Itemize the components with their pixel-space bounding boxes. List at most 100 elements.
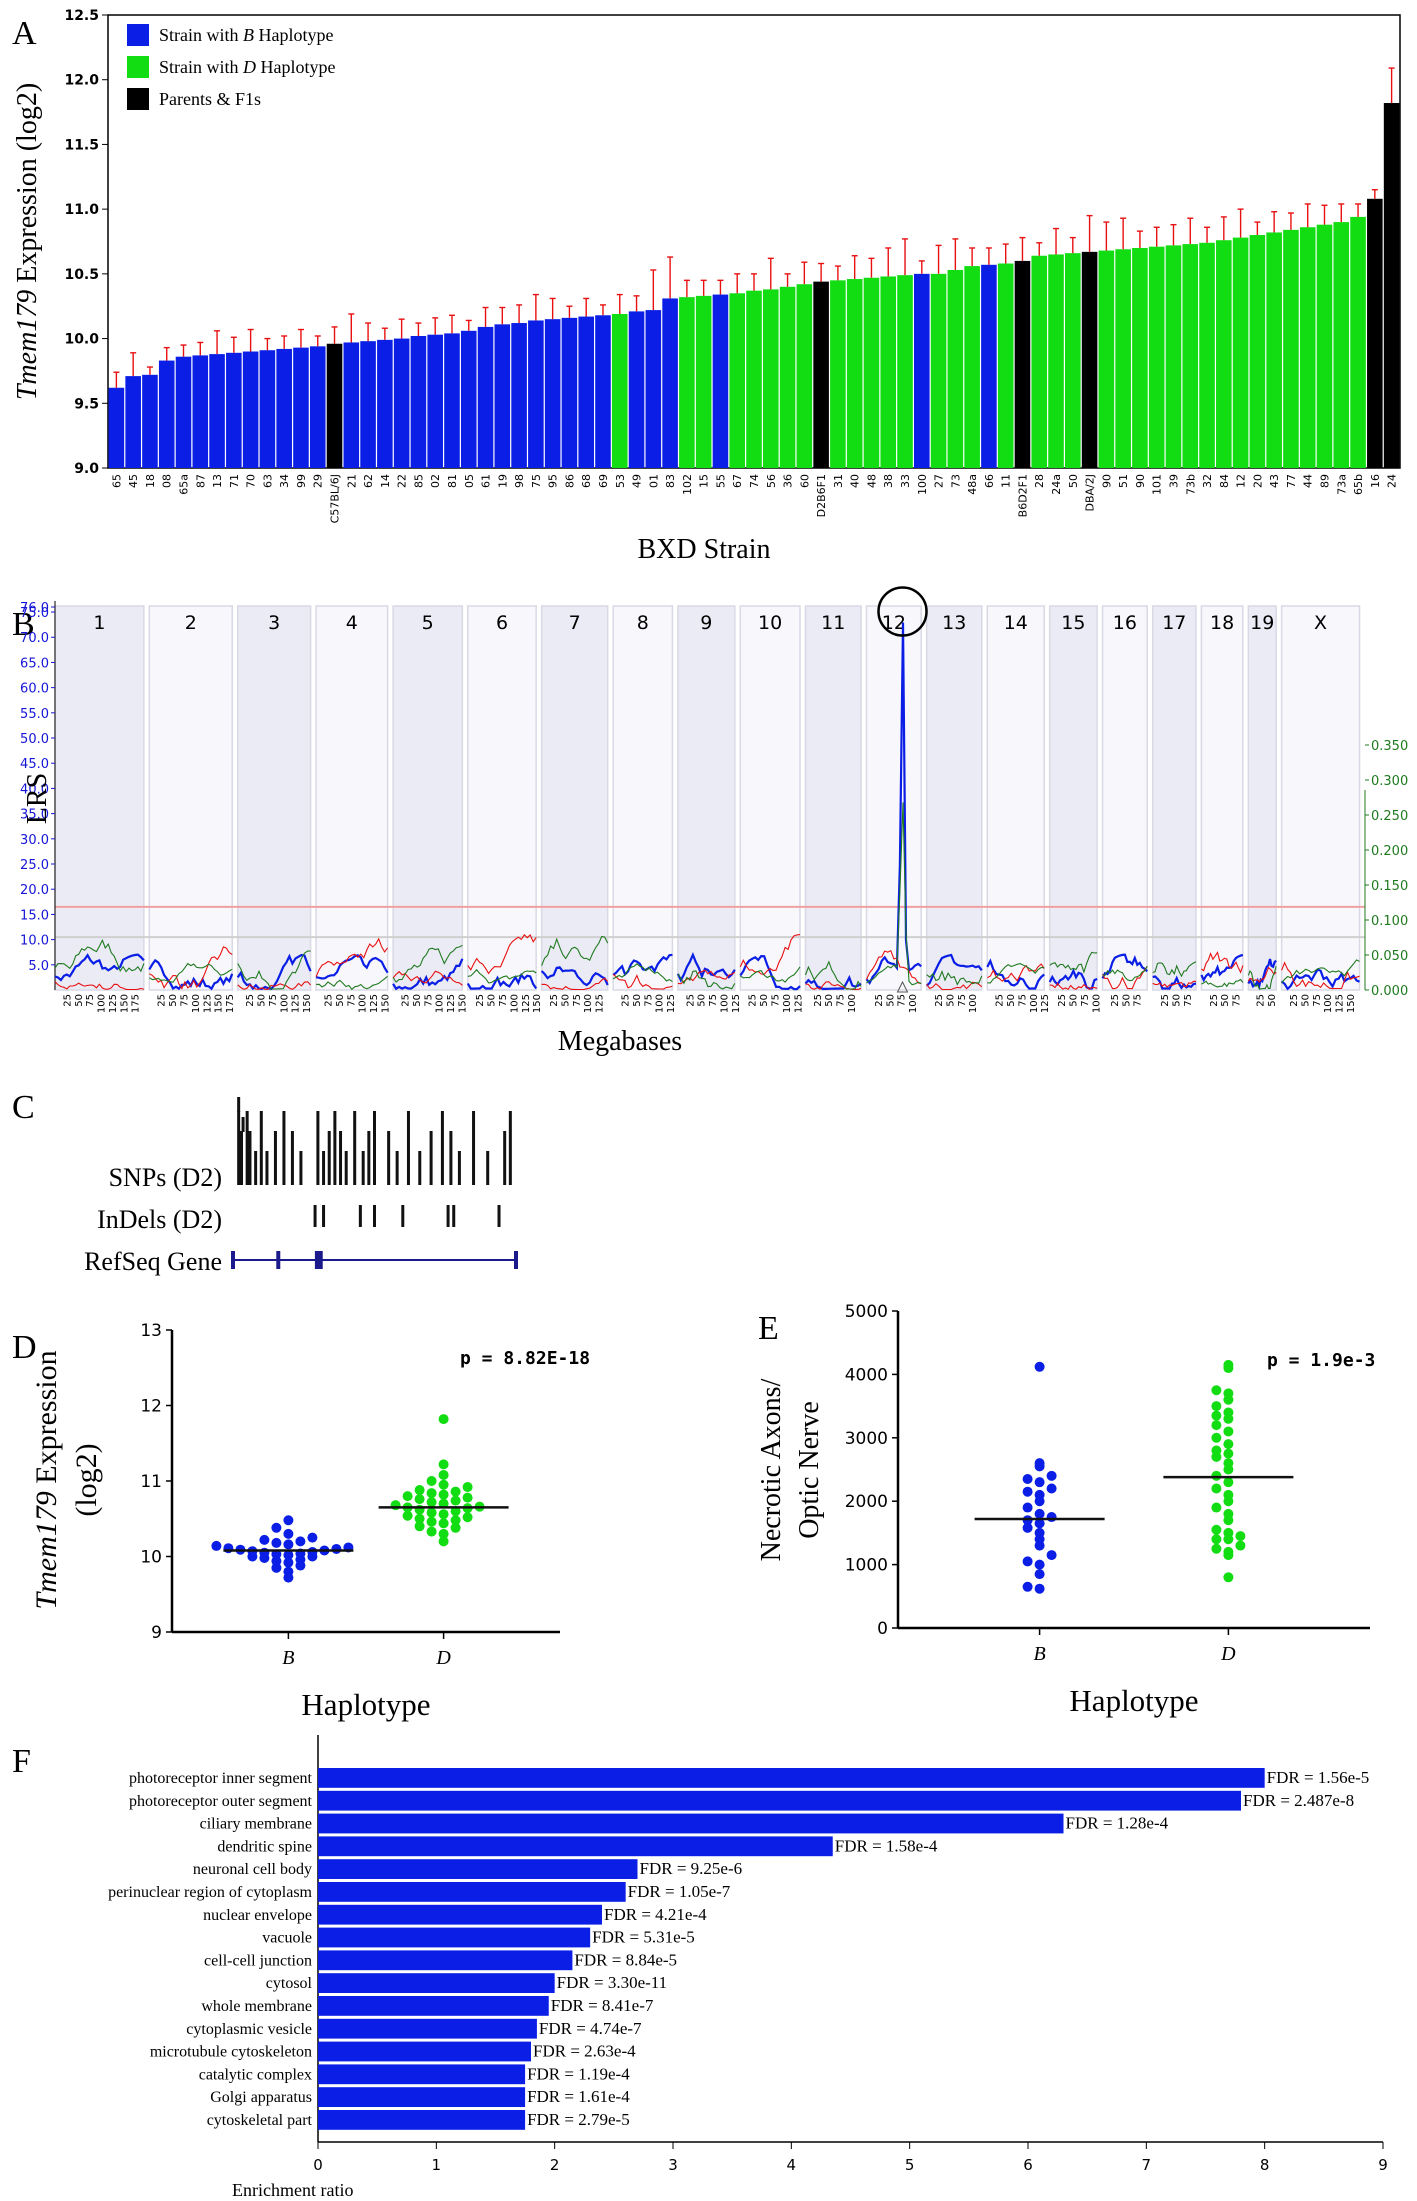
- mb-tick-label: 125: [369, 994, 380, 1013]
- y-axis-label-gene: Tmem179: [30, 1491, 63, 1609]
- bar: [1132, 247, 1148, 468]
- bar: [175, 356, 192, 468]
- data-point: [1223, 1527, 1234, 1538]
- mb-tick-label: 100: [358, 994, 369, 1013]
- bar: [528, 320, 544, 468]
- mb-tick-label: 75: [836, 994, 847, 1007]
- mb-tick-label: 125: [793, 994, 804, 1013]
- x-tick-label: 50: [1067, 474, 1080, 488]
- x-tick-label: 102: [681, 474, 694, 495]
- bar: [544, 319, 561, 468]
- chromosome-band: [392, 605, 464, 991]
- bar: [1299, 227, 1316, 468]
- mb-tick-label: 25: [813, 994, 824, 1007]
- mb-tick-label: 25: [1256, 994, 1267, 1007]
- category-label: vacuole: [262, 1930, 312, 1947]
- data-point: [271, 1549, 282, 1560]
- data-point: [283, 1557, 294, 1568]
- data-point: [1223, 1388, 1234, 1399]
- x-tick-label: 87: [194, 474, 207, 488]
- y-tick-label: 12: [140, 1397, 162, 1417]
- bar: [1065, 253, 1081, 468]
- x-tick-label: D2B6F1: [815, 474, 828, 517]
- chromosome-band: [865, 605, 922, 991]
- panel-letter: A: [12, 15, 37, 52]
- bar: [662, 298, 678, 468]
- mb-tick-label: 125: [731, 994, 742, 1013]
- y-tick-label: 4000: [845, 1365, 888, 1385]
- y-tick-label-right: 0.300: [1371, 774, 1408, 789]
- bar: [427, 334, 443, 468]
- lrs-line: [1280, 968, 1360, 991]
- mb-tick-label: 50: [1171, 994, 1182, 1007]
- additive-b-line: [987, 963, 1045, 984]
- mb-tick-label: 125: [521, 994, 532, 1013]
- bar: [108, 387, 125, 468]
- x-tick-label: 27: [933, 474, 946, 488]
- additive-d-line: [739, 934, 801, 975]
- mb-tick-label: 125: [595, 994, 606, 1013]
- exon: [514, 1251, 518, 1269]
- data-point: [1034, 1477, 1045, 1488]
- bar: [746, 290, 762, 468]
- additive-d-line: [1281, 961, 1360, 990]
- y-tick-label: 3000: [845, 1429, 888, 1449]
- x-tick-label: 83: [664, 474, 677, 488]
- x-tick-label: 48a: [966, 474, 979, 495]
- bar: [318, 2018, 537, 2039]
- category-label: nuclear envelope: [203, 1907, 312, 1924]
- bar: [1031, 255, 1048, 468]
- mb-tick-label: 25: [874, 994, 885, 1007]
- panel-letter: E: [758, 1310, 779, 1347]
- y-tick-label: 10: [140, 1548, 162, 1568]
- x-tick-label: 68: [580, 474, 593, 488]
- mb-tick-label: 75: [498, 994, 509, 1007]
- mb-tick-label: 125: [291, 994, 302, 1013]
- x-tick-label: 29: [312, 474, 325, 488]
- category-label: whole membrane: [201, 1998, 312, 2015]
- y-tick-label: 12.5: [64, 8, 99, 24]
- y-tick-label-right: 0.100: [1371, 914, 1408, 929]
- mb-tick-label: 100: [279, 994, 290, 1013]
- mb-tick-label: 100: [1323, 994, 1334, 1013]
- data-label: FDR = 4.21e-4: [604, 1905, 707, 1924]
- bar: [1014, 260, 1031, 468]
- data-point: [1211, 1483, 1222, 1494]
- x-tick-label: 12: [1235, 474, 1248, 488]
- mb-tick-label: 25: [685, 994, 696, 1007]
- mb-tick-label: 50: [697, 994, 708, 1007]
- y-tick-label: 60.0: [20, 682, 49, 697]
- chromosome-band: [804, 605, 862, 991]
- bar: [318, 1927, 591, 1948]
- additive-b-line: [926, 970, 983, 986]
- bar: [1115, 249, 1131, 468]
- bar: [318, 1813, 1064, 1834]
- mb-tick-label: 150: [119, 994, 130, 1013]
- category-label: cell-cell junction: [204, 1952, 312, 1969]
- data-point: [450, 1522, 461, 1533]
- x-tick-label: 60: [798, 474, 811, 488]
- data-point: [1034, 1518, 1045, 1529]
- data-point: [307, 1546, 318, 1557]
- track-label: SNPs (D2): [109, 1163, 222, 1192]
- data-point: [1034, 1583, 1045, 1594]
- mb-tick-label: 75: [897, 994, 908, 1007]
- category-label: cytosol: [266, 1975, 313, 1992]
- data-point: [450, 1506, 461, 1517]
- data-point: [1034, 1361, 1045, 1372]
- category-label: dendritic spine: [217, 1838, 312, 1855]
- chromosome-label: 10: [758, 612, 782, 634]
- chromosome-band: [1048, 605, 1098, 991]
- data-point: [438, 1489, 449, 1500]
- additive-b-line: [54, 938, 145, 973]
- data-point: [438, 1459, 449, 1470]
- x-tick-label: 5: [905, 2156, 915, 2174]
- category-label: cytoplasmic vesicle: [186, 2021, 312, 2038]
- chromosome-band: [54, 605, 145, 991]
- mb-tick-label: 75: [179, 994, 190, 1007]
- data-point: [438, 1479, 449, 1490]
- data-point: [1223, 1448, 1234, 1459]
- bar: [142, 374, 158, 468]
- bar: [695, 295, 712, 468]
